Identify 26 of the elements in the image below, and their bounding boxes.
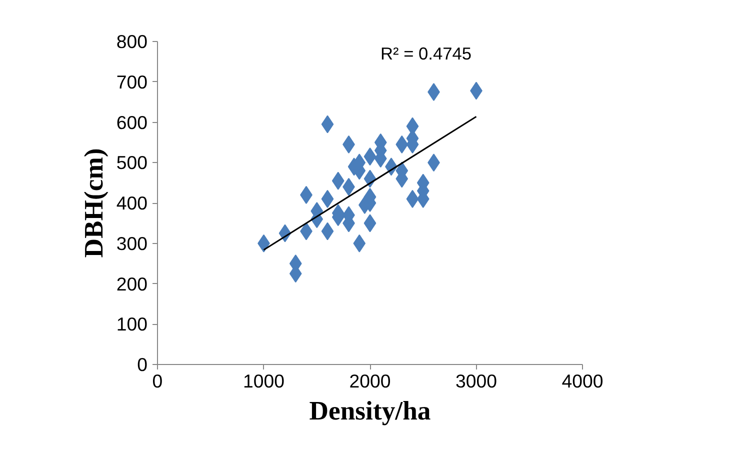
point — [332, 172, 344, 190]
point — [396, 135, 408, 154]
annotation: R² = 0.4745 — [380, 44, 472, 64]
x-tick-label: 1000 — [243, 370, 285, 392]
y-tick-label: 0 — [137, 354, 148, 375]
y-tick-label: 400 — [116, 192, 148, 214]
y-tick-label: 100 — [116, 314, 148, 335]
y-tick-label: 500 — [116, 152, 148, 174]
y-tick-label: 800 — [116, 31, 148, 52]
x-tick-label: 4000 — [562, 370, 604, 392]
point — [321, 115, 334, 134]
point — [364, 148, 376, 166]
point — [321, 190, 334, 208]
y-tick-label: 200 — [116, 273, 148, 294]
x-tick-label: 3000 — [456, 370, 498, 392]
point — [406, 190, 419, 208]
y-tick-label: 600 — [116, 112, 148, 133]
point — [364, 214, 376, 232]
y-tick-label: 300 — [116, 232, 148, 254]
y-axis-title: DBH(cm) — [78, 148, 108, 258]
point — [353, 234, 366, 252]
x-tick-label: 0 — [152, 370, 163, 392]
point — [321, 222, 334, 240]
x-tick-label: 2000 — [349, 370, 391, 392]
y-tick-label: 700 — [116, 71, 148, 92]
x-axis-title: Density/ha — [309, 396, 431, 426]
